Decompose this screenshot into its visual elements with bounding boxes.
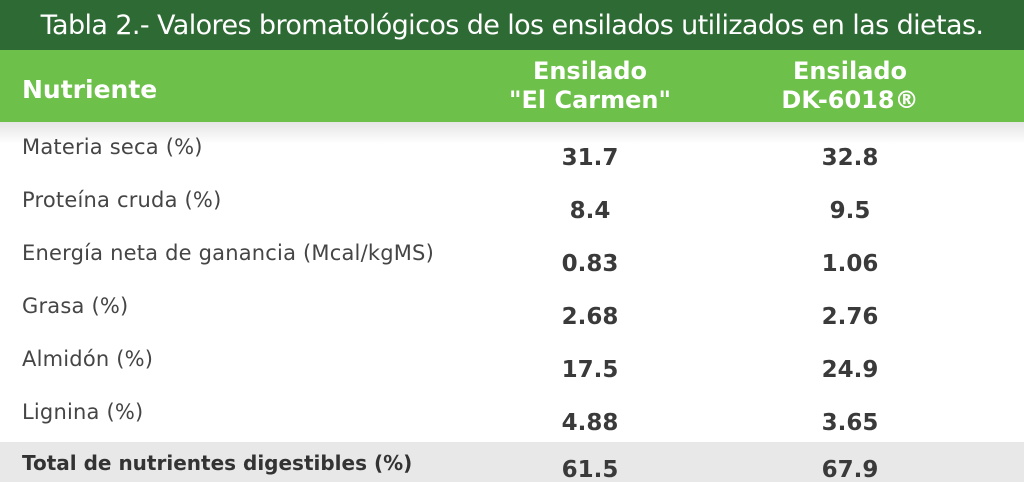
table-title-bar: Tabla 2.- Valores bromatológicos de los … bbox=[0, 0, 1024, 50]
row-value-el-carmen: 2.68 bbox=[561, 304, 619, 330]
total-row: Total de nutrientes digestibles (%) 61.5… bbox=[0, 442, 1024, 482]
header-col1-line2: "El Carmen" bbox=[509, 86, 671, 114]
total-label: Total de nutrientes digestibles (%) bbox=[22, 451, 413, 475]
total-value-el-carmen: 61.5 bbox=[561, 457, 619, 482]
row-value-dk6018: 9.5 bbox=[829, 198, 871, 224]
header-shadow bbox=[0, 122, 1024, 144]
row-value-dk6018: 32.8 bbox=[821, 145, 879, 171]
row-label: Lignina (%) bbox=[22, 400, 144, 424]
row-value-dk6018: 24.9 bbox=[821, 357, 879, 383]
row-label: Energía neta de ganancia (Mcal/kgMS) bbox=[22, 241, 434, 265]
header-ensilado-el-carmen: Ensilado "El Carmen" bbox=[460, 57, 720, 115]
table-row: Energía neta de ganancia (Mcal/kgMS) 0.8… bbox=[0, 231, 1024, 284]
header-nutrient: Nutriente bbox=[22, 75, 158, 104]
row-label: Proteína cruda (%) bbox=[22, 188, 222, 212]
table-title: Tabla 2.- Valores bromatológicos de los … bbox=[40, 9, 984, 41]
table-row: Materia seca (%) 31.7 32.8 bbox=[0, 125, 1024, 178]
row-label: Almidón (%) bbox=[22, 347, 154, 371]
row-value-el-carmen: 8.4 bbox=[569, 198, 611, 224]
total-value-dk6018: 67.9 bbox=[821, 457, 879, 482]
header-col1-line1: Ensilado bbox=[532, 57, 648, 85]
table-row: Proteína cruda (%) 8.4 9.5 bbox=[0, 178, 1024, 231]
header-col2-line2: DK-6018® bbox=[781, 86, 919, 114]
table-row: Grasa (%) 2.68 2.76 bbox=[0, 284, 1024, 337]
table-header: Nutriente Ensilado "El Carmen" Ensilado … bbox=[0, 50, 1024, 122]
row-value-dk6018: 3.65 bbox=[821, 410, 879, 436]
row-value-el-carmen: 17.5 bbox=[561, 357, 619, 383]
row-value-dk6018: 1.06 bbox=[821, 251, 879, 277]
row-value-dk6018: 2.76 bbox=[821, 304, 879, 330]
row-value-el-carmen: 31.7 bbox=[561, 145, 619, 171]
row-value-el-carmen: 0.83 bbox=[561, 251, 619, 277]
row-label: Materia seca (%) bbox=[22, 135, 203, 159]
row-value-el-carmen: 4.88 bbox=[561, 410, 619, 436]
header-ensilado-dk6018: Ensilado DK-6018® bbox=[720, 57, 980, 115]
table-row: Almidón (%) 17.5 24.9 bbox=[0, 337, 1024, 390]
row-label: Grasa (%) bbox=[22, 294, 129, 318]
table-row: Lignina (%) 4.88 3.65 bbox=[0, 390, 1024, 443]
header-col2-line1: Ensilado bbox=[792, 57, 908, 85]
